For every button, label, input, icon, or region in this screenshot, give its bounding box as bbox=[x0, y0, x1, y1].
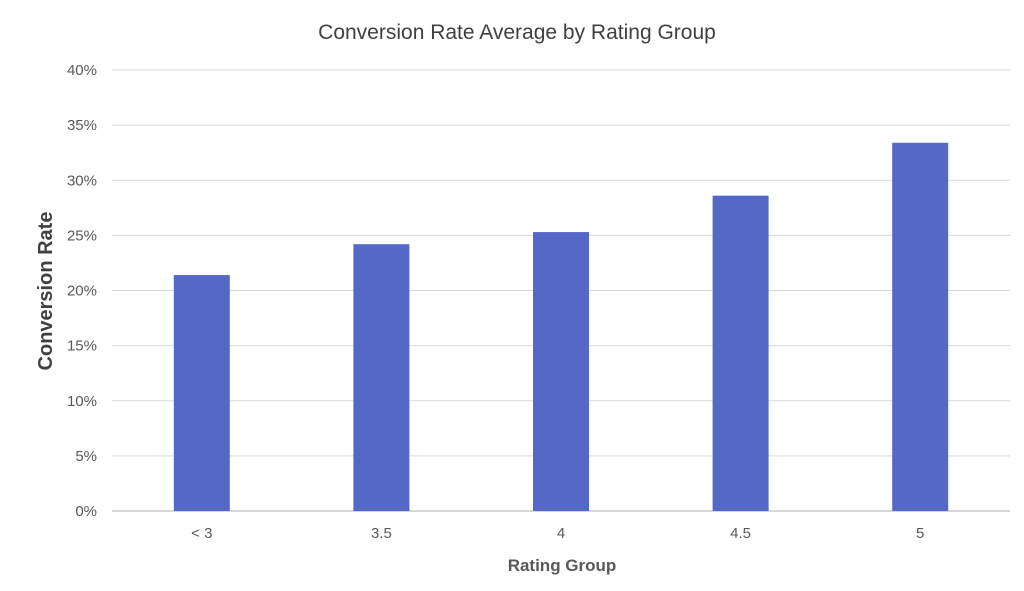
y-tick-label: 40% bbox=[67, 62, 97, 79]
x-axis-label: Rating Group bbox=[508, 556, 617, 575]
y-tick-label: 5% bbox=[75, 448, 97, 465]
y-axis-label: Conversion Rate bbox=[35, 212, 57, 371]
x-tick-label: 3.5 bbox=[371, 525, 392, 542]
y-tick-label: 20% bbox=[67, 283, 97, 300]
bar bbox=[533, 232, 589, 511]
bar bbox=[173, 275, 230, 511]
y-tick-label: 25% bbox=[67, 227, 97, 244]
x-axis-ticks: < 3 3.5 4 4.5 5 bbox=[191, 525, 924, 542]
bar bbox=[892, 142, 949, 511]
x-tick-label: 4 bbox=[557, 525, 565, 542]
bars bbox=[173, 142, 949, 511]
y-tick-label: 35% bbox=[67, 117, 97, 134]
x-tick-label: < 3 bbox=[191, 525, 212, 542]
y-tick-label: 0% bbox=[75, 503, 97, 520]
y-axis-ticks: 0% 5% 10% 15% 20% 25% 30% 35% 40% bbox=[67, 62, 97, 520]
bar bbox=[712, 195, 769, 511]
bar bbox=[353, 244, 410, 511]
chart-title: Conversion Rate Average by Rating Group bbox=[318, 21, 716, 44]
y-tick-label: 10% bbox=[67, 393, 97, 410]
x-tick-label: 5 bbox=[916, 525, 924, 542]
y-tick-label: 30% bbox=[67, 172, 97, 189]
x-tick-label: 4.5 bbox=[730, 525, 751, 542]
y-tick-label: 15% bbox=[67, 338, 97, 355]
